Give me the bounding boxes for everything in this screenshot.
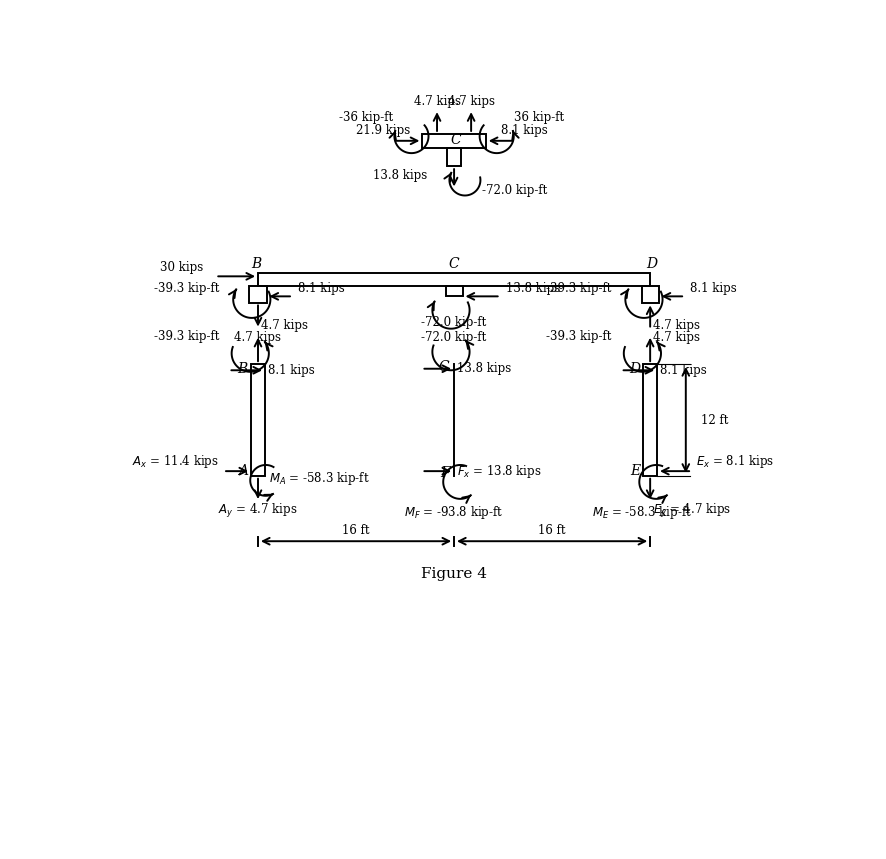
Bar — [258, 273, 650, 285]
Text: $E_x$ = 8.1 kips: $E_x$ = 8.1 kips — [696, 454, 774, 471]
Text: $M_F$ = -93.8 kip-ft: $M_F$ = -93.8 kip-ft — [404, 504, 504, 521]
Text: 4.7 kips: 4.7 kips — [447, 95, 494, 108]
Text: A: A — [238, 464, 248, 478]
Text: $F_x$ = 13.8 kips: $F_x$ = 13.8 kips — [457, 463, 541, 479]
Text: 4.7 kips: 4.7 kips — [261, 319, 308, 332]
Text: 16 ft: 16 ft — [538, 524, 565, 537]
Text: B: B — [252, 257, 261, 271]
Text: $M_A$ = -58.3 kip-ft: $M_A$ = -58.3 kip-ft — [268, 471, 369, 487]
Text: 8.1 kips: 8.1 kips — [660, 363, 707, 377]
Text: 13.8 kips: 13.8 kips — [457, 362, 511, 375]
Text: 13.8 kips: 13.8 kips — [506, 282, 560, 295]
Text: 8.1 kips: 8.1 kips — [299, 282, 345, 295]
Text: -36 kip-ft: -36 kip-ft — [338, 111, 392, 125]
Text: C: C — [439, 360, 449, 375]
Text: -39.3 kip-ft: -39.3 kip-ft — [154, 282, 219, 295]
Text: $M_E$ = -58.3 kip-ft: $M_E$ = -58.3 kip-ft — [593, 504, 693, 521]
Text: -72.0 kip-ft: -72.0 kip-ft — [482, 185, 548, 198]
Text: 16 ft: 16 ft — [342, 524, 369, 537]
Text: 30 kips: 30 kips — [160, 260, 204, 273]
Text: C: C — [449, 257, 459, 271]
Text: F: F — [439, 466, 449, 479]
Text: 4.7 kips: 4.7 kips — [653, 332, 700, 344]
Text: -39.3 kip-ft: -39.3 kip-ft — [546, 282, 611, 295]
Text: -39.3 kip-ft: -39.3 kip-ft — [546, 330, 611, 343]
Text: 4.7 kips: 4.7 kips — [235, 332, 282, 344]
Text: B: B — [237, 362, 248, 375]
Text: D: D — [629, 362, 640, 375]
Bar — [446, 285, 462, 296]
Bar — [250, 285, 267, 302]
Text: 8.1 kips: 8.1 kips — [690, 282, 737, 295]
Text: $A_y$ = 4.7 kips: $A_y$ = 4.7 kips — [218, 503, 298, 521]
Text: $E_y$ = 4.7 kips: $E_y$ = 4.7 kips — [653, 503, 732, 521]
Text: C: C — [450, 133, 461, 147]
Bar — [641, 285, 658, 302]
Text: -72.0 kip-ft: -72.0 kip-ft — [422, 316, 486, 329]
Bar — [643, 364, 657, 476]
Text: 13.8 kips: 13.8 kips — [373, 169, 427, 182]
Text: 12 ft: 12 ft — [702, 414, 728, 427]
Bar — [251, 364, 265, 476]
Text: 8.1 kips: 8.1 kips — [268, 363, 315, 377]
Text: 36 kip-ft: 36 kip-ft — [514, 111, 563, 125]
Text: 4.7 kips: 4.7 kips — [653, 319, 700, 332]
Text: 21.9 kips: 21.9 kips — [356, 124, 411, 137]
Text: E: E — [630, 464, 640, 478]
Text: D: D — [646, 257, 657, 271]
Text: $A_x$ = 11.4 kips: $A_x$ = 11.4 kips — [132, 454, 219, 471]
Text: -39.3 kip-ft: -39.3 kip-ft — [154, 330, 219, 343]
Text: 4.7 kips: 4.7 kips — [414, 95, 461, 108]
Text: -72.0 kip-ft: -72.0 kip-ft — [422, 332, 486, 344]
Bar — [447, 148, 461, 167]
Text: Figure 4: Figure 4 — [421, 567, 487, 581]
Bar — [423, 134, 486, 148]
Text: 8.1 kips: 8.1 kips — [501, 124, 548, 137]
